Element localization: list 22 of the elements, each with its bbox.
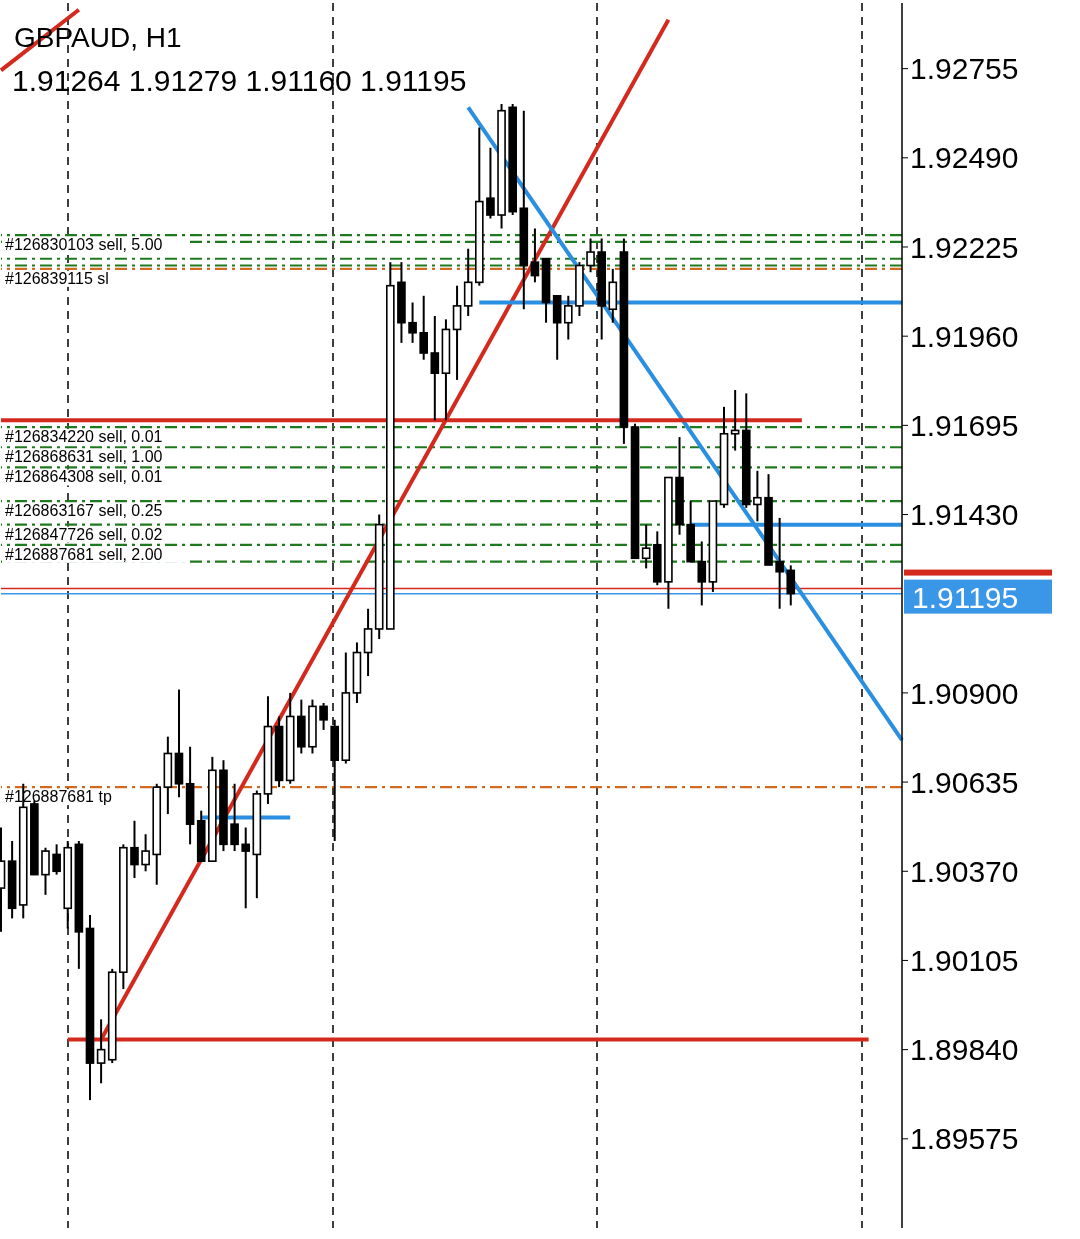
ref-line-label: #126887681 sell, 2.00 — [5, 545, 163, 563]
ref-line-label: #126847726 sell, 0.02 — [5, 525, 163, 543]
y-tick-label: 1.91695 — [910, 409, 1019, 443]
y-tick-label: 1.91960 — [910, 319, 1019, 353]
y-tick-label: 1.89575 — [910, 1122, 1019, 1156]
ref-line-label: #126830103 sell, 5.00 — [5, 236, 163, 254]
y-tick-label: 1.89840 — [910, 1033, 1019, 1067]
y-tick-label: 1.92225 — [910, 230, 1019, 264]
y-tick-label: 1.90105 — [910, 944, 1019, 978]
ref-line-label: #126863167 sell, 0.25 — [5, 502, 163, 520]
y-tick-label: 1.90635 — [910, 765, 1019, 799]
ref-line-label: 1.91195 — [912, 580, 1019, 614]
y-tick-label: 1.91430 — [910, 498, 1019, 532]
y-tick-label: 1.90370 — [910, 854, 1019, 888]
y-tick-label: 1.92755 — [910, 52, 1019, 86]
y-tick-label: 1.90900 — [910, 676, 1019, 710]
ref-line-label: #126839115 sl — [5, 269, 109, 287]
text: 1.91264 1.91279 1.91160 1.91195 — [12, 64, 467, 98]
y-tick-label: 1.92490 — [910, 141, 1019, 175]
ref-line-label: #126864308 sell, 0.01 — [5, 468, 163, 486]
ref-line-label: #126834220 sell, 0.01 — [5, 428, 163, 446]
ref-line-label: #126868631 sell, 1.00 — [5, 448, 163, 466]
